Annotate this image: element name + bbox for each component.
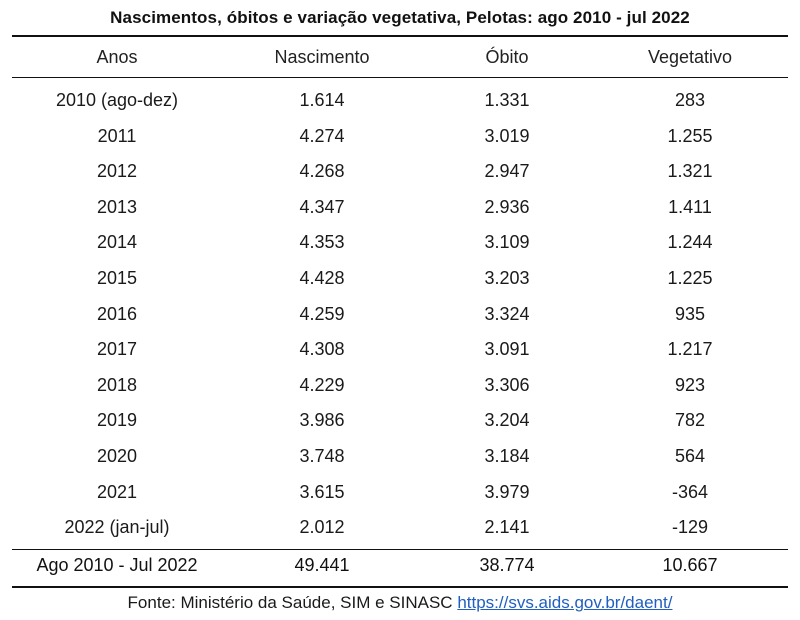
obito-cell: 3.203 [484, 267, 530, 288]
table-row: 2016 4.259 3.324 935 [12, 297, 788, 333]
table-row: 2021 3.615 3.979 -364 [12, 475, 788, 511]
vegetativo-cell: 1.225 [667, 267, 713, 288]
column-header-nascimento: Nascimento [274, 47, 370, 67]
year-cell: 2020 [96, 445, 138, 466]
obito-cell: 2.947 [484, 161, 530, 182]
year-cell: 2021 [96, 481, 138, 502]
obito-cell: 3.184 [484, 445, 530, 466]
year-cell: 2016 [96, 303, 138, 324]
nascimento-cell: 4.274 [299, 125, 345, 146]
nascimento-cell: 2.012 [299, 517, 345, 538]
obito-cell: 3.306 [484, 374, 530, 395]
bottom-rule [12, 586, 788, 588]
nascimento-cell: 3.748 [299, 445, 345, 466]
vegetativo-cell: 923 [674, 374, 706, 395]
nascimento-cell: 1.614 [299, 90, 345, 110]
total-vegetativo: 10.667 [662, 554, 718, 575]
nascimento-cell: 4.229 [299, 374, 345, 395]
source-link[interactable]: https://svs.aids.gov.br/daent/ [457, 593, 673, 612]
total-nascimento: 49.441 [294, 554, 350, 575]
year-cell: 2017 [96, 339, 138, 360]
obito-cell: 3.979 [484, 481, 530, 502]
year-cell: 2015 [96, 267, 138, 288]
year-cell: 2022 (jan-jul) [64, 517, 170, 538]
obito-cell: 3.324 [484, 303, 530, 324]
nascimento-cell: 4.259 [299, 303, 345, 324]
vegetativo-cell: 1.217 [667, 339, 713, 360]
nascimento-cell: 3.615 [299, 481, 345, 502]
table-row: 2020 3.748 3.184 564 [12, 439, 788, 475]
year-cell: 2014 [96, 232, 138, 253]
table-row: 2015 4.428 3.203 1.225 [12, 261, 788, 297]
column-header-obito: Óbito [485, 47, 529, 67]
obito-cell: 3.204 [484, 410, 530, 431]
year-cell: 2011 [97, 125, 137, 146]
header-row: Anos Nascimento Óbito Vegetativo [12, 37, 788, 77]
vegetativo-cell: 1.244 [667, 232, 713, 253]
vegetativo-cell: 564 [674, 445, 706, 466]
obito-cell: 3.109 [484, 232, 530, 253]
total-obito: 38.774 [479, 554, 535, 575]
table-row: 2010 (ago-dez) 1.614 1.331 283 [12, 83, 788, 119]
year-cell: 2013 [96, 196, 138, 217]
nascimento-cell: 3.986 [299, 410, 345, 431]
column-header-anos: Anos [96, 47, 138, 67]
table-row: 2012 4.268 2.947 1.321 [12, 154, 788, 190]
vegetativo-cell: -129 [671, 517, 709, 538]
table-row: 2014 4.353 3.109 1.244 [12, 225, 788, 261]
obito-cell: 2.141 [484, 517, 530, 538]
nascimento-cell: 4.308 [299, 339, 345, 360]
top-rule [12, 35, 788, 37]
vegetativo-cell: 283 [674, 90, 706, 110]
vegetativo-cell: 1.255 [667, 125, 713, 146]
year-cell: 2012 [96, 161, 138, 182]
total-rule [12, 549, 788, 550]
table-row: 2022 (jan-jul) 2.012 2.141 -129 [12, 510, 788, 546]
nascimento-cell: 4.347 [299, 196, 345, 217]
table-title: Nascimentos, óbitos e variação vegetativ… [110, 8, 690, 27]
obito-cell: 2.936 [484, 196, 530, 217]
year-cell: 2019 [96, 410, 138, 431]
nascimento-cell: 4.428 [299, 267, 345, 288]
header-rule [12, 77, 788, 78]
year-cell: 2018 [96, 374, 138, 395]
vegetativo-cell: 1.321 [667, 161, 713, 182]
nascimento-cell: 4.353 [299, 232, 345, 253]
nascimento-cell: 4.268 [299, 161, 345, 182]
table-row: 2011 4.274 3.019 1.255 [12, 119, 788, 155]
table-row: 2017 4.308 3.091 1.217 [12, 332, 788, 368]
vegetativo-cell: 782 [674, 410, 706, 431]
total-row: Ago 2010 - Jul 2022 49.441 38.774 10.667 [12, 547, 788, 583]
table-row: 2013 4.347 2.936 1.411 [12, 190, 788, 226]
year-cell: 2010 (ago-dez) [55, 90, 179, 110]
source-note: Fonte: Ministério da Saúde, SIM e SINASC… [0, 589, 800, 617]
vegetativo-cell: 1.411 [668, 196, 712, 217]
table-body: 2010 (ago-dez) 1.614 1.331 283 2011 4.274 3.01… [12, 77, 788, 546]
table-row: 2018 4.229 3.306 923 [12, 368, 788, 404]
obito-cell: 3.091 [484, 339, 530, 360]
column-header-vegetativo: Vegetativo [647, 47, 733, 67]
obito-cell: 3.019 [484, 125, 530, 146]
total-label: Ago 2010 - Jul 2022 [36, 554, 198, 575]
source-prefix: Fonte: Ministério da Saúde, SIM e SINASC [127, 593, 458, 612]
vegetativo-cell: -364 [671, 481, 709, 502]
obito-cell: 1.331 [484, 90, 530, 110]
data-table: Anos Nascimento Óbito Vegetativo 2010 (a… [12, 37, 788, 583]
table-row: 2019 3.986 3.204 782 [12, 403, 788, 439]
vegetativo-cell: 935 [674, 303, 706, 324]
